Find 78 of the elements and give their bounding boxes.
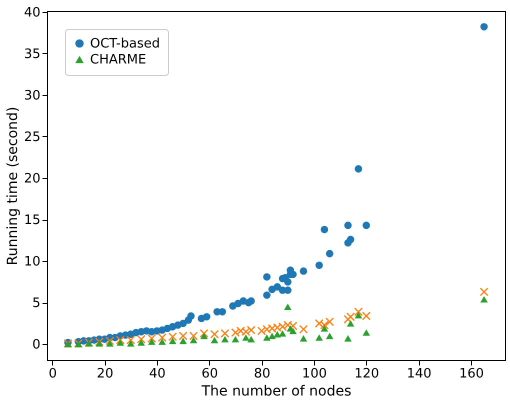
- point: [299, 324, 308, 334]
- point: [315, 334, 323, 341]
- point: [300, 335, 308, 342]
- point: [354, 312, 362, 318]
- point: [346, 320, 354, 327]
- point: [289, 328, 297, 334]
- x-tick-label: 140: [406, 366, 432, 382]
- point: [480, 23, 488, 30]
- point: [344, 335, 352, 342]
- point: [284, 278, 292, 286]
- point: [274, 283, 282, 291]
- x-tick-label: 80: [254, 366, 270, 382]
- point: [242, 334, 250, 341]
- point: [315, 262, 323, 269]
- point: [96, 340, 104, 347]
- point: [480, 296, 488, 303]
- point: [326, 332, 334, 340]
- point: [284, 304, 292, 310]
- point: [106, 340, 114, 347]
- point: [326, 250, 334, 258]
- point: [138, 339, 145, 346]
- point: [480, 288, 488, 296]
- x-tick-label: 100: [302, 366, 327, 382]
- point: [247, 297, 255, 305]
- x-tick-label: 0: [48, 366, 57, 382]
- point: [354, 165, 362, 173]
- point: [263, 291, 271, 299]
- point: [284, 286, 292, 294]
- y-tick-label: 0: [32, 338, 40, 353]
- x-tick-label: 120: [354, 366, 380, 382]
- point: [344, 222, 352, 230]
- point: [202, 313, 210, 320]
- x-axis-title: The number of nodes: [200, 384, 352, 400]
- point: [247, 336, 255, 342]
- point: [274, 331, 282, 338]
- point: [362, 312, 371, 320]
- point: [320, 325, 328, 332]
- legend-label: OCT-based: [90, 36, 160, 52]
- point: [300, 267, 308, 275]
- y-axis-title: Running time (second): [4, 106, 21, 266]
- point: [354, 307, 363, 316]
- point: [362, 329, 370, 336]
- point: [325, 317, 334, 326]
- point: [179, 338, 187, 344]
- point: [187, 312, 195, 320]
- y-tick-label: 30: [24, 88, 40, 104]
- y-tick-label: 20: [24, 172, 40, 187]
- point: [346, 312, 355, 322]
- y-tick-label: 15: [24, 213, 40, 228]
- point: [362, 222, 370, 230]
- point: [346, 236, 354, 244]
- point: [268, 332, 276, 340]
- y-tick-label: 25: [24, 130, 40, 145]
- point: [116, 339, 124, 346]
- point: [263, 334, 271, 341]
- point: [200, 332, 208, 340]
- x-tick-label: 40: [149, 366, 166, 382]
- x-tick-label: 160: [459, 366, 484, 382]
- point: [320, 226, 328, 234]
- point: [278, 330, 286, 337]
- point: [218, 308, 226, 316]
- y-tick-label: 5: [32, 296, 40, 312]
- x-tick-label: 60: [201, 366, 218, 382]
- y-tick-label: 35: [24, 46, 40, 62]
- point: [221, 336, 229, 342]
- point: [127, 340, 134, 347]
- point: [232, 336, 240, 342]
- point: [263, 273, 271, 281]
- point: [210, 336, 218, 344]
- point: [190, 336, 198, 344]
- x-tick-label: 20: [96, 366, 114, 382]
- point: [168, 338, 176, 344]
- point: [344, 314, 352, 324]
- point: [158, 338, 166, 345]
- y-tick-label: 10: [24, 254, 40, 270]
- legend-label: CHARME: [90, 52, 146, 68]
- point: [148, 338, 156, 345]
- y-tick-label: 40: [24, 5, 40, 20]
